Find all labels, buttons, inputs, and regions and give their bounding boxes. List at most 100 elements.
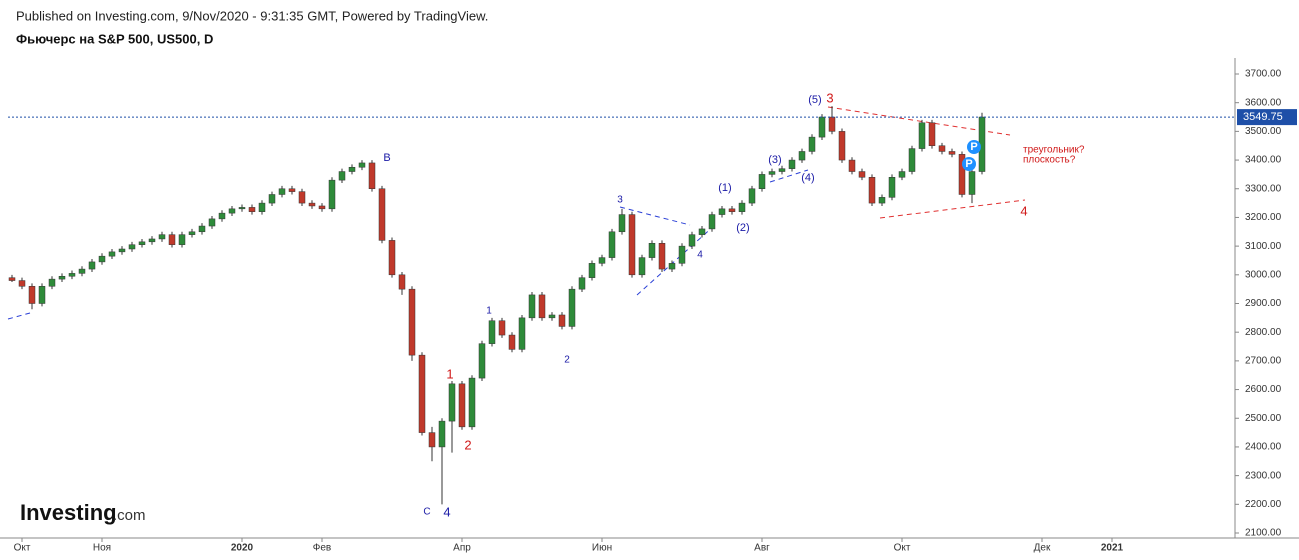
candle-body <box>698 228 706 235</box>
trend-line <box>7 312 31 320</box>
candle-body <box>18 280 26 287</box>
candle-body <box>468 377 476 428</box>
candle-body <box>618 214 626 233</box>
candle-body <box>538 294 546 319</box>
x-tick-label: Апр <box>453 543 471 554</box>
candle-body <box>198 225 206 233</box>
candle-body <box>678 245 686 264</box>
candle-body <box>368 162 376 189</box>
y-tick-label: 2700.00 <box>1245 356 1282 367</box>
candle-body <box>878 197 886 204</box>
wave-label: (2) <box>736 222 749 234</box>
candle-body <box>638 257 646 276</box>
wave-label: (5) <box>808 94 821 106</box>
candle-body <box>758 174 766 189</box>
y-tick-label: 3100.00 <box>1245 241 1282 252</box>
candle-body <box>168 234 176 245</box>
candle-body <box>208 218 216 227</box>
candle-body <box>548 314 556 319</box>
candle-body <box>778 168 786 172</box>
candle-body <box>218 212 226 220</box>
candle-body <box>518 317 526 350</box>
candle-body <box>118 248 126 253</box>
candle-body <box>948 151 956 155</box>
wave-label: P <box>970 141 977 153</box>
candle-body <box>828 116 836 132</box>
candle-body <box>568 288 576 327</box>
candle-body <box>248 207 256 212</box>
candle-body <box>658 243 666 270</box>
wave-label: 2 <box>464 437 471 452</box>
candle-body <box>128 244 136 250</box>
candle-body <box>38 286 46 304</box>
trend-line <box>636 224 716 296</box>
wave-label: (3) <box>768 154 781 166</box>
candle-body <box>718 208 726 215</box>
position-marker <box>962 157 976 171</box>
candle-body <box>788 159 796 169</box>
candle-body <box>868 177 876 204</box>
last-price-label: 3549.75 <box>1243 111 1283 123</box>
candle-body <box>28 286 36 304</box>
wave-label: (1) <box>718 182 731 194</box>
candle-body <box>818 116 826 138</box>
candle-body <box>68 273 76 277</box>
wave-label: 1 <box>446 366 453 381</box>
y-tick-label: 2100.00 <box>1245 528 1282 539</box>
candle-body <box>78 268 86 274</box>
candle-body <box>728 208 736 212</box>
y-tick-label: 3700.00 <box>1245 69 1282 80</box>
candle-body <box>8 277 16 281</box>
candle-body <box>968 171 976 195</box>
candle-body <box>848 159 856 172</box>
candle-body <box>738 202 746 212</box>
x-tick-label: 2021 <box>1101 543 1124 554</box>
candle-body <box>258 202 266 212</box>
wave-label: В <box>383 152 390 164</box>
candle-body <box>388 240 396 276</box>
y-tick-label: 2800.00 <box>1245 327 1282 338</box>
candle-body <box>838 131 846 161</box>
wave-label: 4 <box>697 250 703 261</box>
wave-label: P <box>965 158 972 170</box>
candle-body <box>498 320 506 336</box>
candle-body <box>708 214 716 230</box>
candle-body <box>508 334 516 350</box>
candle-body <box>378 188 386 241</box>
symbol-title: Фьючерс на S&P 500, US500, D <box>16 31 213 46</box>
candle-body <box>898 171 906 178</box>
candle-body <box>478 343 486 379</box>
x-tick-label: 2020 <box>231 543 254 554</box>
candle-body <box>438 420 446 448</box>
trend-lines <box>7 106 1026 320</box>
candle-body <box>528 294 536 319</box>
candle-body <box>488 320 496 344</box>
candle-body <box>428 432 436 448</box>
candle-body <box>308 202 316 207</box>
candle-body <box>798 151 806 161</box>
candle-body <box>808 136 816 152</box>
x-tick-label: Дек <box>1034 543 1051 554</box>
y-tick-label: 3500.00 <box>1245 126 1282 137</box>
wave-label: 3 <box>617 195 623 206</box>
candle-body <box>458 383 466 428</box>
y-tick-label: 3000.00 <box>1245 269 1282 280</box>
y-tick-label: 3200.00 <box>1245 212 1282 223</box>
candle-body <box>278 188 286 195</box>
candle-body <box>288 188 296 192</box>
candle-body <box>268 194 276 204</box>
candle-body <box>358 162 366 168</box>
candle-body <box>648 243 656 258</box>
wave-label: 1 <box>486 306 492 317</box>
candle-body <box>598 257 606 264</box>
candle-body <box>888 177 896 198</box>
candle-body <box>228 208 236 214</box>
candle-body <box>558 314 566 327</box>
candle-body <box>688 234 696 247</box>
candle-body <box>408 288 416 356</box>
candle-body <box>768 171 776 175</box>
candle-body <box>858 171 866 178</box>
x-tick-label: Фев <box>313 543 331 554</box>
wave-label: C <box>423 507 430 518</box>
